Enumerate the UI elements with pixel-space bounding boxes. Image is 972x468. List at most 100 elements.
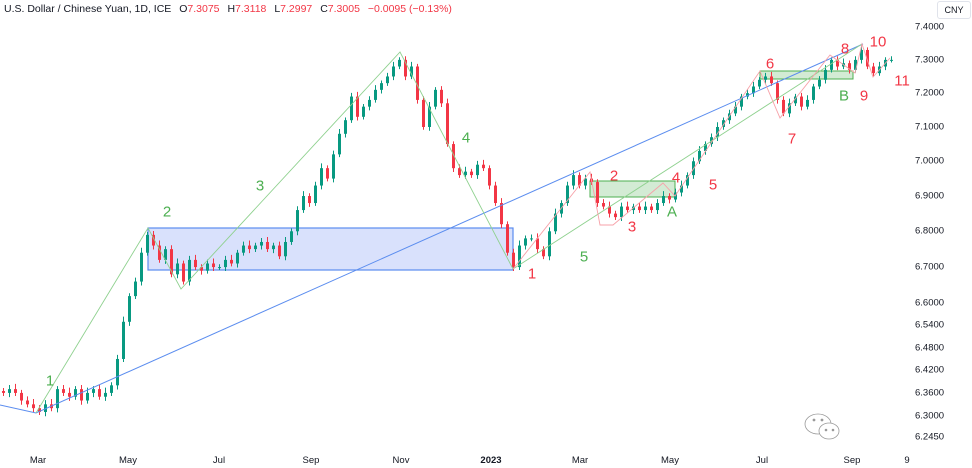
candle[interactable]	[56, 386, 59, 413]
candle[interactable]	[110, 382, 113, 396]
candle[interactable]	[224, 255, 227, 272]
candle[interactable]	[626, 201, 629, 213]
currency-button[interactable]: CNY	[937, 1, 971, 19]
candle[interactable]	[104, 387, 107, 401]
candle[interactable]	[554, 208, 557, 235]
candle[interactable]	[716, 122, 719, 141]
candle[interactable]	[806, 95, 809, 110]
candle[interactable]	[398, 57, 401, 70]
candle[interactable]	[446, 98, 449, 147]
candle[interactable]	[290, 228, 293, 245]
red-wave-label[interactable]: 6	[765, 55, 775, 73]
candle[interactable]	[422, 96, 425, 130]
candle[interactable]	[188, 255, 191, 286]
candle[interactable]	[296, 206, 299, 236]
candle[interactable]	[500, 198, 503, 229]
candle[interactable]	[506, 221, 509, 256]
candle[interactable]	[704, 141, 707, 155]
candle[interactable]	[308, 193, 311, 207]
candle[interactable]	[542, 246, 545, 260]
candle[interactable]	[92, 386, 95, 398]
candle[interactable]	[482, 159, 485, 171]
candle[interactable]	[512, 248, 515, 272]
candle[interactable]	[656, 199, 659, 214]
candle[interactable]	[266, 236, 269, 252]
candle[interactable]	[314, 181, 317, 206]
candle[interactable]	[122, 316, 125, 362]
candle[interactable]	[146, 232, 149, 256]
green-wave-label[interactable]: 2	[162, 203, 172, 221]
candle[interactable]	[770, 71, 773, 86]
candle[interactable]	[176, 258, 179, 279]
candle[interactable]	[8, 384, 11, 398]
candle[interactable]	[344, 117, 347, 138]
candle[interactable]	[98, 384, 101, 400]
candle[interactable]	[734, 101, 737, 117]
green-wave-label[interactable]: 5	[579, 248, 589, 266]
candle[interactable]	[236, 249, 239, 268]
candle[interactable]	[278, 241, 281, 260]
candle[interactable]	[824, 65, 827, 84]
candle[interactable]	[62, 384, 65, 396]
green-wave-label[interactable]: 1	[45, 372, 55, 390]
candle[interactable]	[26, 396, 29, 408]
red-wave-label[interactable]: 10	[869, 33, 887, 51]
red-wave-label[interactable]: 2	[609, 167, 619, 185]
candle[interactable]	[488, 165, 491, 190]
range-box[interactable]	[147, 227, 514, 271]
candle[interactable]	[410, 61, 413, 80]
price-chart[interactable]	[0, 0, 905, 450]
candle[interactable]	[746, 89, 749, 100]
candle[interactable]	[404, 56, 407, 81]
candle[interactable]	[890, 56, 893, 63]
candle[interactable]	[452, 141, 455, 172]
candle[interactable]	[668, 193, 671, 204]
candle[interactable]	[140, 247, 143, 286]
candle[interactable]	[566, 181, 569, 206]
candle[interactable]	[128, 293, 131, 326]
candle[interactable]	[326, 165, 329, 182]
candle[interactable]	[614, 210, 617, 220]
candle[interactable]	[788, 98, 791, 118]
candle[interactable]	[758, 77, 761, 90]
candle[interactable]	[830, 57, 833, 73]
candle[interactable]	[170, 245, 173, 278]
candle[interactable]	[476, 160, 479, 179]
candle[interactable]	[14, 383, 17, 396]
green-wave-label[interactable]: B	[838, 87, 850, 105]
candle[interactable]	[596, 179, 599, 207]
red-wave-label[interactable]: 1	[527, 265, 537, 283]
candle[interactable]	[338, 129, 341, 158]
candle[interactable]	[284, 236, 287, 261]
candle[interactable]	[524, 235, 527, 250]
candle[interactable]	[200, 264, 203, 275]
candle[interactable]	[812, 83, 815, 104]
red-wave-label[interactable]: 3	[627, 218, 637, 236]
candle[interactable]	[152, 230, 155, 250]
candle[interactable]	[74, 386, 77, 400]
candle[interactable]	[116, 354, 119, 390]
candle[interactable]	[272, 242, 275, 254]
candle[interactable]	[20, 389, 23, 405]
red-wave-label[interactable]: 8	[840, 40, 850, 58]
candle[interactable]	[230, 254, 233, 267]
candle[interactable]	[530, 234, 533, 242]
candle[interactable]	[374, 85, 377, 103]
candle[interactable]	[722, 117, 725, 130]
candle[interactable]	[134, 277, 137, 300]
candle[interactable]	[68, 387, 71, 401]
candle[interactable]	[680, 180, 683, 197]
candle[interactable]	[44, 400, 47, 417]
candle[interactable]	[776, 80, 779, 104]
candle[interactable]	[260, 238, 263, 250]
candle[interactable]	[368, 96, 371, 111]
candle[interactable]	[836, 56, 839, 71]
candle[interactable]	[866, 47, 869, 70]
candle[interactable]	[434, 87, 437, 110]
consolidation-box[interactable]	[759, 70, 854, 80]
green-wave-label[interactable]: 3	[255, 177, 265, 195]
candle[interactable]	[380, 80, 383, 94]
green-wave-label[interactable]: 4	[461, 129, 471, 147]
candle[interactable]	[662, 191, 665, 206]
candle[interactable]	[194, 254, 197, 270]
